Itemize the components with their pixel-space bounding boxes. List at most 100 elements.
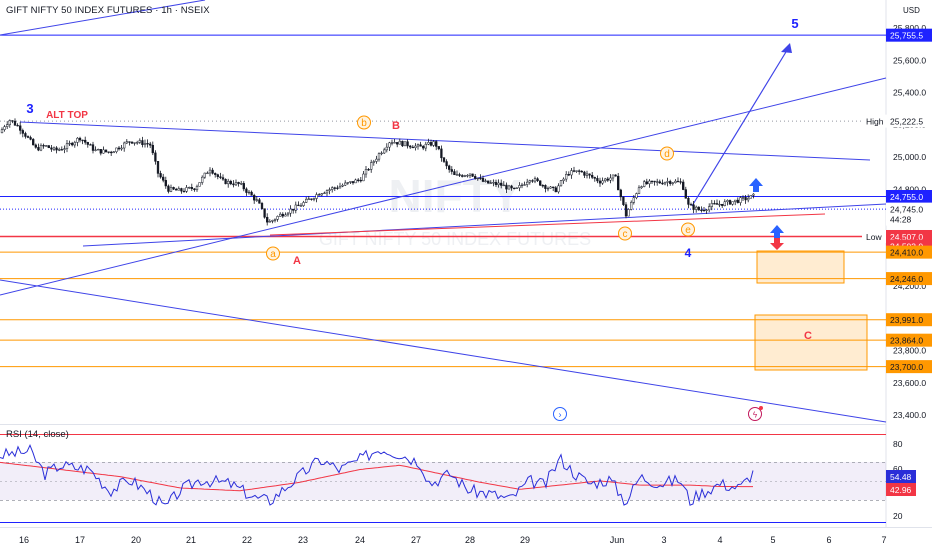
candle-body [120,147,123,150]
candle-body [533,178,537,182]
price-candles[interactable] [0,118,755,226]
support-line-red[interactable] [269,213,826,236]
wedge-upper-line[interactable] [19,121,871,161]
candle-body [8,120,11,125]
candle-body [11,120,14,122]
wave-label-11[interactable]: C [804,330,812,342]
supply-zone-lower[interactable] [754,314,868,371]
rsi-line[interactable] [0,444,754,506]
last-price-countdown: 44:28 [890,215,912,225]
wave-label-4[interactable]: B [392,120,400,132]
flash-dot [759,406,763,410]
candle-body [526,181,529,185]
rising-trendline[interactable] [0,77,887,296]
candle-body [505,184,508,190]
candle-body [632,197,635,203]
candle-body [268,221,271,223]
rsi-value-tag [886,470,916,483]
candle-body [463,175,466,177]
candle-body [458,174,461,176]
candle-body [34,144,37,148]
currency-label: USD [903,6,920,15]
supply-zone-upper[interactable] [756,250,845,284]
candle-body [68,142,71,145]
wave-label-1[interactable]: ALT TOP [46,110,88,121]
candle-body [713,203,716,205]
price-tick-12: 23,400.0 [893,410,926,420]
candle-body [674,180,677,184]
candle-body [315,194,318,199]
candle-body [570,170,573,176]
candle-body [104,149,108,153]
wave-label-2[interactable]: 5 [791,16,798,31]
channel-line-top[interactable] [0,0,206,36]
wave-label-10[interactable]: 4 [685,246,692,260]
candle-body [110,151,113,154]
candle-body [710,203,713,207]
falling-trendline[interactable] [0,279,887,423]
candle-body [55,147,58,151]
candle-body [156,161,160,174]
candle-body [528,180,531,183]
wedge-lower-line[interactable] [82,203,887,247]
trend-lines[interactable] [0,0,887,423]
candle-body [591,174,594,178]
rsi-ma-line[interactable] [0,461,753,492]
replay-icon-glyph: › [559,410,562,420]
wave-label-circle-5 [660,146,674,161]
replay-icon[interactable] [553,407,567,421]
wave-label-3[interactable]: b [361,118,367,129]
candle-body [172,187,175,190]
wave-label-8[interactable]: c [623,229,628,240]
wave-label-0[interactable]: 3 [26,101,33,116]
rsi-tick-60: 60 [893,464,903,474]
wave-label-7[interactable]: A [293,255,301,267]
candle-body [195,186,199,191]
candle-body [684,189,687,199]
price-tag-label-6: 24,246.0 [890,274,923,284]
time-axis[interactable]: 16 17 20 21 22 23 24 27 28 29 Jun 3 4 5 6 7 [19,535,887,545]
candle-body [6,124,9,127]
candle-body [736,199,739,203]
candle-body [71,142,74,146]
candle-body [341,184,344,187]
candle-body [151,144,154,154]
candle-body [708,206,711,211]
price-tag-label-1: 25,222.5 [890,117,923,127]
symbol-title[interactable]: GIFT NIFTY 50 INDEX FUTURES · 1h · NSEIX [6,5,210,16]
candle-body [286,212,290,216]
candle-body [401,140,404,147]
rsi-tick-20: 20 [893,511,903,521]
candle-body [549,186,552,189]
candle-body [468,173,472,176]
candle-body [718,203,721,206]
wave-label-5[interactable]: d [664,149,670,160]
wave-label-circle-3 [357,115,371,130]
time-tick-1: 17 [75,535,85,545]
time-tick-11: 3 [661,535,666,545]
price-tick-10: 23,800.0 [893,346,926,356]
candle-body [515,187,518,189]
price-tag-8 [886,333,932,347]
projection-arrow-line[interactable] [691,46,790,207]
candle-body [86,142,89,145]
candle-body [692,204,695,210]
candle-body [385,146,388,151]
candle-body [78,137,82,141]
wave-label-9[interactable]: e [685,225,691,236]
flash-icon[interactable] [748,407,762,421]
wave-label-6[interactable]: a [270,249,276,260]
last-price-label: 24,745.0 [890,205,923,215]
candle-body [552,186,555,188]
candle-body [572,170,576,172]
event-icons[interactable]: › ϟ [553,406,764,421]
candle-body [661,182,664,185]
candle-body [45,145,48,147]
candle-body [427,142,430,145]
rsi-title[interactable]: RSI (14, close) [6,429,69,440]
time-tick-13: 5 [770,535,775,545]
candle-body [302,202,305,206]
candle-body [476,177,479,180]
